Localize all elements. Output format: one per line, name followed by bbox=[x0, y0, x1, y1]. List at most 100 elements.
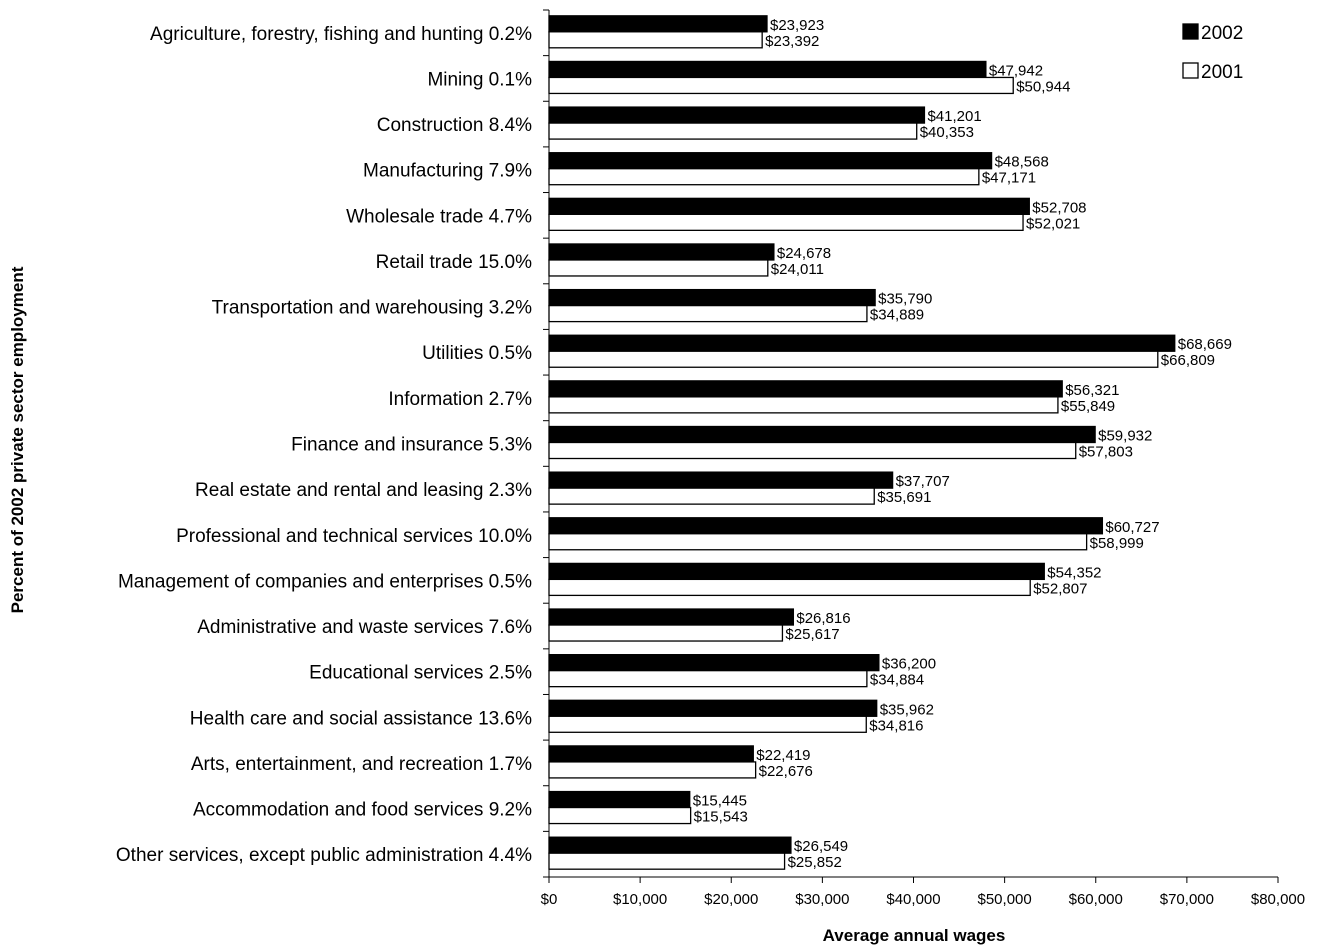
bar-2002 bbox=[548, 106, 926, 124]
bar-2002 bbox=[548, 197, 1030, 215]
bar-2002 bbox=[548, 60, 987, 79]
category-label: Utilities 0.5% bbox=[422, 343, 532, 364]
bar-2001 bbox=[548, 259, 769, 277]
data-label-2002: $35,962 bbox=[880, 701, 934, 718]
x-tick-label: $60,000 bbox=[1069, 891, 1123, 908]
bar-2002 bbox=[548, 562, 1045, 581]
data-label-2001: $47,171 bbox=[982, 170, 1036, 187]
bar-2002 bbox=[548, 334, 1176, 352]
bar-2002 bbox=[548, 836, 792, 854]
y-axis-title: Percent of 2002 private sector employmen… bbox=[8, 266, 27, 613]
bar-2002 bbox=[548, 517, 1104, 535]
data-label-2001: $34,816 bbox=[869, 717, 923, 734]
data-label-2002: $24,678 bbox=[777, 245, 831, 262]
bar-2002 bbox=[548, 608, 795, 626]
x-tick-label: $80,000 bbox=[1251, 891, 1305, 908]
category-label: Manufacturing 7.9% bbox=[363, 161, 532, 182]
data-label-2002: $54,352 bbox=[1047, 564, 1101, 581]
category-label: Information 2.7% bbox=[388, 389, 532, 410]
bar-2002 bbox=[548, 471, 894, 489]
bar-2001 bbox=[548, 487, 875, 505]
data-label-2002: $41,201 bbox=[927, 108, 981, 125]
data-label-2001: $25,617 bbox=[785, 626, 839, 643]
bar-2001 bbox=[548, 761, 757, 779]
category-label: Accommodation and food services 9.2% bbox=[193, 800, 532, 821]
data-label-2001: $35,691 bbox=[877, 489, 931, 506]
data-label-2001: $55,849 bbox=[1061, 398, 1115, 415]
bar-2001 bbox=[548, 441, 1077, 460]
category-label: Wholesale trade 4.7% bbox=[346, 206, 532, 227]
data-label-2001: $52,021 bbox=[1026, 215, 1080, 232]
bars bbox=[548, 15, 1176, 870]
bar-2001 bbox=[548, 533, 1088, 551]
bar-2002 bbox=[548, 425, 1096, 444]
category-label: Arts, entertainment, and recreation 1.7% bbox=[191, 754, 532, 775]
x-tick-label: $70,000 bbox=[1160, 891, 1214, 908]
data-label-2002: $52,708 bbox=[1032, 199, 1086, 216]
x-tick-label: $50,000 bbox=[978, 891, 1032, 908]
bar-2001 bbox=[548, 578, 1031, 597]
legend-swatch-2001 bbox=[1182, 62, 1199, 79]
data-label-2001: $50,944 bbox=[1016, 78, 1070, 95]
x-axis-title: Average annual wages bbox=[823, 926, 1006, 945]
bar-2001 bbox=[548, 806, 692, 825]
bar-2001 bbox=[548, 715, 867, 733]
data-label-2001: $52,807 bbox=[1033, 580, 1087, 597]
category-label: Mining 0.1% bbox=[427, 69, 532, 90]
bar-2001 bbox=[548, 76, 1014, 95]
bar-2001 bbox=[548, 213, 1024, 231]
x-tick-label: $0 bbox=[541, 891, 558, 908]
data-label-2001: $34,884 bbox=[870, 672, 924, 689]
bar-2002 bbox=[548, 15, 768, 33]
data-label-2001: $23,392 bbox=[765, 33, 819, 50]
category-label: Administrative and waste services 7.6% bbox=[197, 617, 532, 638]
category-label: Other services, except public administra… bbox=[116, 845, 532, 866]
bar-2002 bbox=[548, 243, 775, 261]
category-label: Health care and social assistance 13.6% bbox=[190, 708, 532, 729]
category-label: Educational services 2.5% bbox=[309, 663, 532, 684]
legend: 2002 2001 bbox=[1182, 23, 1243, 83]
legend-label-2001: 2001 bbox=[1201, 62, 1243, 83]
data-label-2002: $26,816 bbox=[796, 610, 850, 627]
bar-2001 bbox=[548, 122, 918, 140]
data-label-2002: $47,942 bbox=[989, 62, 1043, 79]
data-label-2001: $25,852 bbox=[788, 854, 842, 871]
bar-2002 bbox=[548, 380, 1063, 398]
bar-2001 bbox=[548, 396, 1059, 414]
data-label-2002: $22,419 bbox=[756, 747, 810, 764]
bar-2001 bbox=[548, 350, 1159, 368]
x-tick-label: $30,000 bbox=[795, 891, 849, 908]
category-label: Retail trade 15.0% bbox=[376, 252, 532, 273]
bar-2002 bbox=[548, 654, 880, 672]
bar-2001 bbox=[548, 304, 868, 323]
data-label-2001: $40,353 bbox=[920, 124, 974, 141]
bar-2001 bbox=[548, 624, 784, 642]
data-label-2001: $34,889 bbox=[870, 307, 924, 324]
data-label-2002: $37,707 bbox=[896, 473, 950, 490]
bar-2001 bbox=[548, 852, 786, 870]
x-tick-label: $20,000 bbox=[704, 891, 758, 908]
axes: $0 $10,000 $20,000 $30,000 $40,000 $50,000 $60… bbox=[541, 9, 1305, 908]
category-label: Transportation and warehousing 3.2% bbox=[212, 298, 532, 319]
x-tick-label: $40,000 bbox=[886, 891, 940, 908]
data-label-2002: $68,669 bbox=[1178, 336, 1232, 353]
data-label-2002: $60,727 bbox=[1105, 519, 1159, 536]
category-labels: Agriculture, forestry, fishing and hunti… bbox=[116, 24, 532, 866]
category-label: Agriculture, forestry, fishing and hunti… bbox=[150, 24, 532, 45]
bar-2002 bbox=[548, 152, 993, 170]
bar-2001 bbox=[548, 670, 868, 688]
data-label-2002: $15,445 bbox=[693, 793, 747, 810]
legend-label-2002: 2002 bbox=[1201, 23, 1243, 44]
data-label-2002: $48,568 bbox=[995, 154, 1049, 171]
x-tick-label: $10,000 bbox=[613, 891, 667, 908]
data-label-2001: $22,676 bbox=[759, 763, 813, 780]
data-label-2001: $66,809 bbox=[1161, 352, 1215, 369]
bar-2002 bbox=[548, 288, 876, 307]
legend-swatch-2002 bbox=[1182, 23, 1199, 40]
bar-2002 bbox=[548, 699, 878, 717]
category-label: Finance and insurance 5.3% bbox=[291, 435, 532, 456]
data-label-2002: $56,321 bbox=[1065, 382, 1119, 399]
category-label: Construction 8.4% bbox=[377, 115, 532, 136]
data-label-2002: $36,200 bbox=[882, 656, 936, 673]
